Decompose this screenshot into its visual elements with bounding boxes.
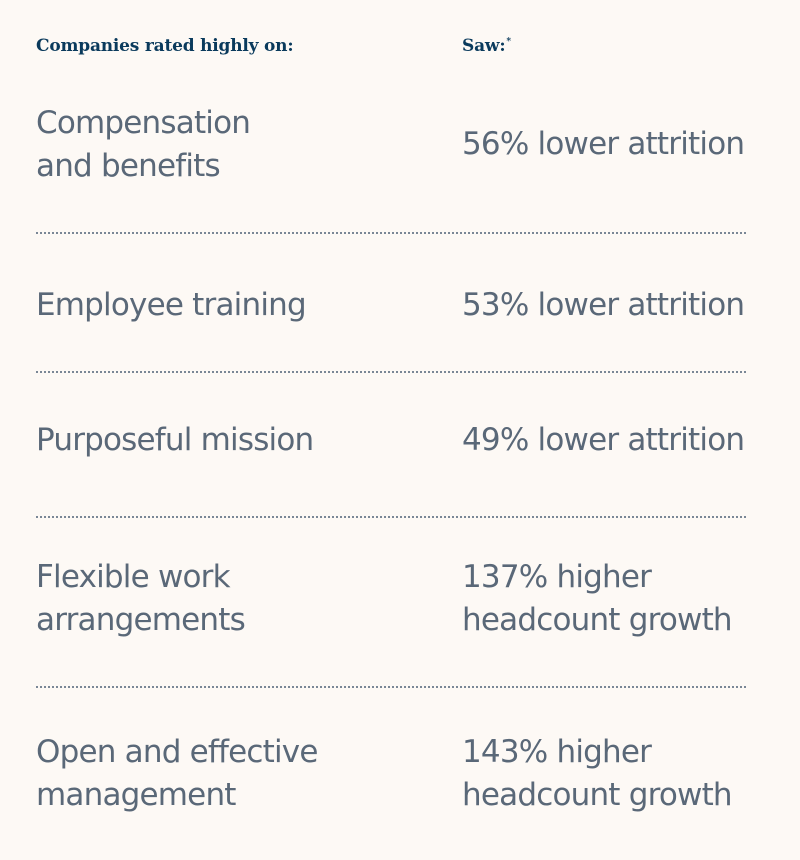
factor-line: Purposeful mission [36,422,314,458]
result-line: 56% lower attrition [462,126,745,162]
result-cell: 143% higher headcount growth [462,731,733,817]
footnote-marker: * [506,37,511,48]
factor-line: and benefits [36,148,221,184]
factor-line: Open and effective [36,734,318,770]
factor-line: Compensation [36,105,251,141]
result-cell: 137% higher headcount growth [462,556,733,642]
row-divider [36,232,746,234]
factor-cell: Compensation and benefits [36,102,251,188]
factor-cell: Flexible work arrangements [36,556,246,642]
factor-line: management [36,777,236,813]
column-header-factor: Companies rated highly on: [36,36,294,56]
row-divider [36,516,746,518]
factor-cell: Employee training [36,284,307,327]
column-header-result-label: Saw: [462,36,506,56]
result-line: headcount growth [462,777,733,813]
factor-line: Employee training [36,287,307,323]
result-line: 143% higher [462,734,652,770]
result-line: 53% lower attrition [462,287,745,323]
factor-line: arrangements [36,602,246,638]
result-cell: 49% lower attrition [462,419,745,462]
factor-cell: Open and effective management [36,731,318,817]
result-line: 49% lower attrition [462,422,745,458]
result-cell: 53% lower attrition [462,284,745,327]
row-divider [36,686,746,688]
factor-line: Flexible work [36,559,231,595]
result-line: 137% higher [462,559,652,595]
column-header-result: Saw:* [462,36,511,56]
result-line: headcount growth [462,602,733,638]
result-cell: 56% lower attrition [462,123,745,166]
factor-cell: Purposeful mission [36,419,314,462]
row-divider [36,371,746,373]
